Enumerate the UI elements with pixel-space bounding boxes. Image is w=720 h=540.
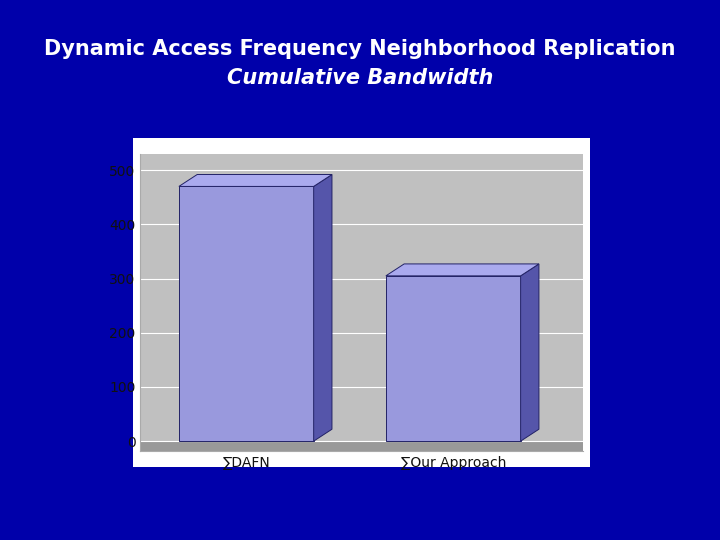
- Text: Cumulative Bandwidth: Cumulative Bandwidth: [227, 68, 493, 89]
- Bar: [179, 186, 314, 441]
- Polygon shape: [386, 264, 539, 276]
- Bar: [386, 276, 521, 441]
- Bar: [140, 441, 583, 452]
- Polygon shape: [179, 174, 332, 186]
- Polygon shape: [314, 174, 332, 441]
- Text: Dynamic Access Frequency Neighborhood Replication: Dynamic Access Frequency Neighborhood Re…: [44, 38, 676, 59]
- Polygon shape: [521, 264, 539, 441]
